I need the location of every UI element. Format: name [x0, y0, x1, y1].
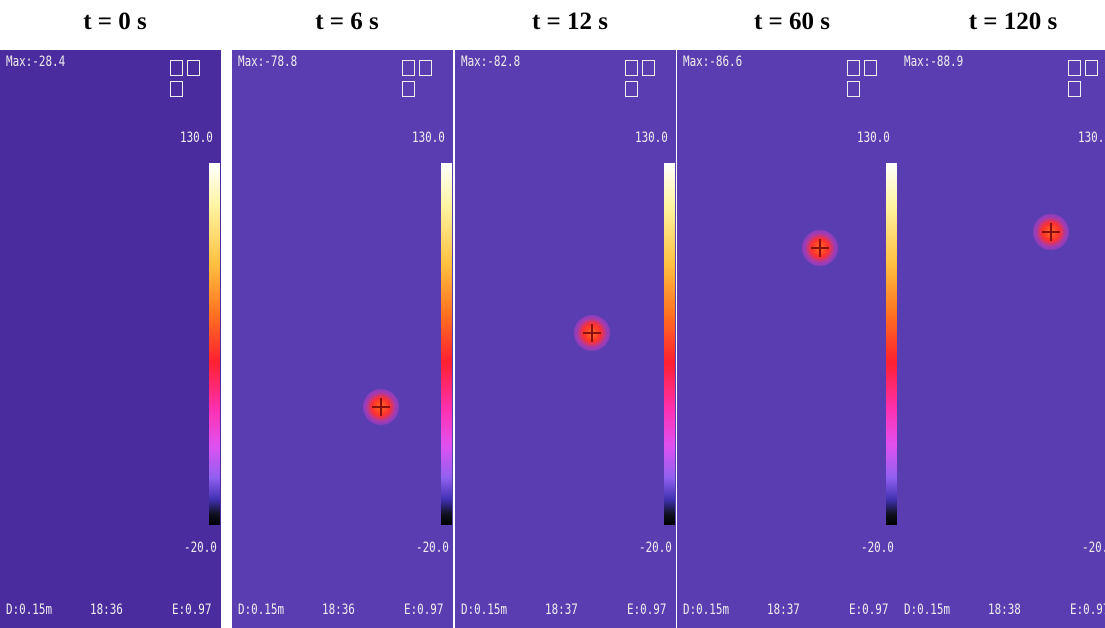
status-icons	[402, 60, 452, 97]
clock: 18:37	[545, 602, 578, 618]
panel-title: t = 6 s	[315, 8, 379, 35]
scale-max: 130.0	[412, 130, 445, 146]
panel-title: t = 0 s	[83, 8, 147, 35]
hot-spot	[1033, 214, 1069, 250]
thermal-image: Max:-78.8 130.0 -20.0 D:0.15m 18:36 E:0.97	[232, 50, 453, 628]
max-reading: Max:-86.6	[683, 54, 743, 70]
thermal-image: Max:-88.9 130.0 -20.0 D:0.15m 18:38 E:0.97	[898, 50, 1105, 628]
scale-min: -20.0	[639, 540, 672, 556]
thermal-image: Max:-28.4 130.0 -20.0 D:0.15m 18:36 E:0.97	[0, 50, 221, 628]
panel-title: t = 12 s	[531, 8, 609, 35]
scale-min: -20.0	[861, 540, 894, 556]
clock: 18:36	[90, 602, 123, 618]
status-icons	[847, 60, 897, 97]
distance: D:0.15m	[461, 602, 508, 618]
scale-min: -20.0	[416, 540, 449, 556]
emissivity: E:0.97	[1070, 602, 1105, 618]
emissivity: E:0.97	[172, 602, 212, 618]
scale-min: -20.0	[184, 540, 217, 556]
emissivity: E:0.97	[849, 602, 889, 618]
clock: 18:37	[767, 602, 800, 618]
distance: D:0.15m	[904, 602, 951, 618]
max-reading: Max:-88.9	[904, 54, 964, 70]
panel-title: t = 120 s	[968, 8, 1058, 35]
hot-spot	[574, 315, 610, 351]
hot-spot	[802, 230, 838, 266]
thermal-image: Max:-86.6 130.0 -20.0 D:0.15m 18:37 E:0.97	[677, 50, 898, 628]
color-scale	[886, 163, 897, 525]
emissivity: E:0.97	[627, 602, 667, 618]
status-icons	[1068, 60, 1105, 97]
color-scale	[664, 163, 675, 525]
emissivity: E:0.97	[404, 602, 444, 618]
clock: 18:36	[322, 602, 355, 618]
clock: 18:38	[988, 602, 1021, 618]
color-scale	[209, 163, 220, 525]
max-reading: Max:-28.4	[6, 54, 66, 70]
panel-title: t = 60 s	[753, 8, 831, 35]
scale-max: 130.0	[180, 130, 213, 146]
max-reading: Max:-78.8	[238, 54, 298, 70]
scale-max: 130.0	[857, 130, 890, 146]
distance: D:0.15m	[238, 602, 285, 618]
distance: D:0.15m	[683, 602, 730, 618]
distance: D:0.15m	[6, 602, 53, 618]
scale-max: 130.0	[635, 130, 668, 146]
scale-max: 130.0	[1078, 130, 1105, 146]
status-icons	[170, 60, 220, 97]
status-icons	[625, 60, 675, 97]
scale-min: -20.0	[1082, 540, 1105, 556]
hot-spot	[363, 389, 399, 425]
max-reading: Max:-82.8	[461, 54, 521, 70]
color-scale	[441, 163, 452, 525]
thermal-image: Max:-82.8 130.0 -20.0 D:0.15m 18:37 E:0.97	[455, 50, 676, 628]
